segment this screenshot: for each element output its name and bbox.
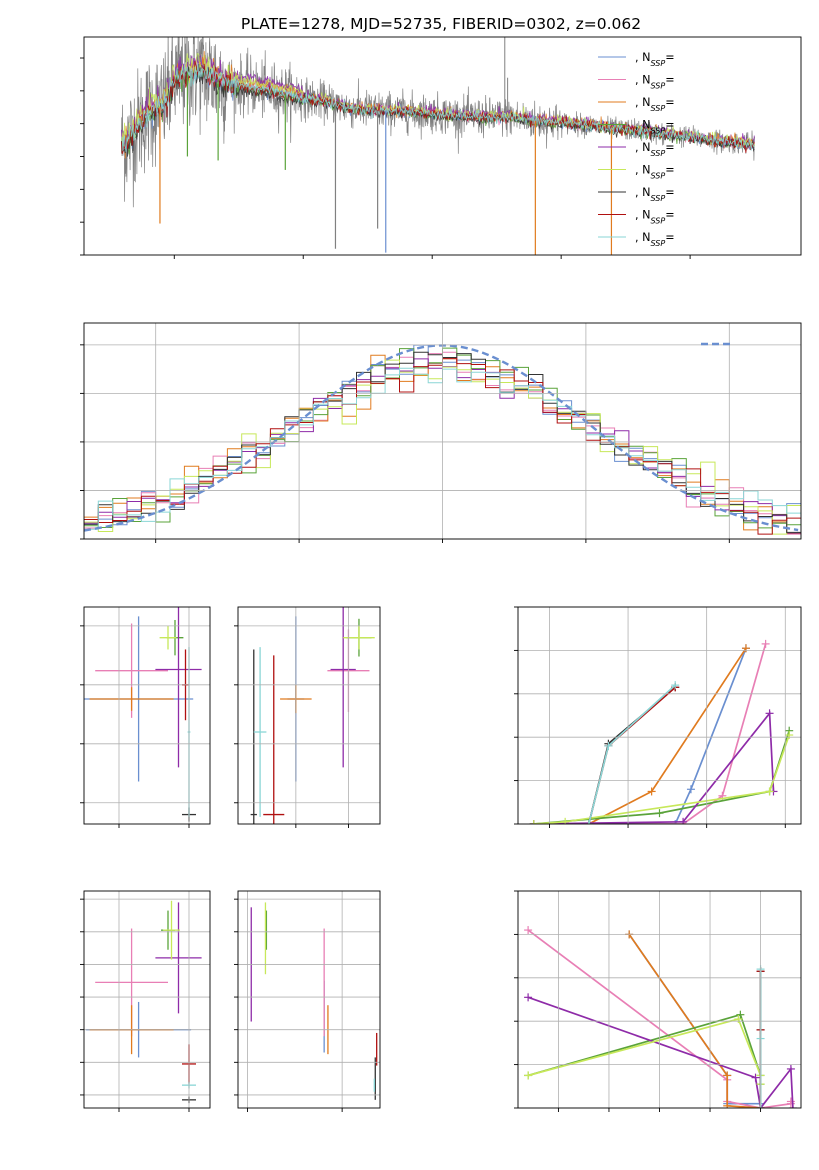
legend-sub: SSP [650, 239, 665, 248]
legend-sep: , N [635, 209, 650, 222]
spectrum-legend: , NSSP=, NSSP=, NSSP=, NSSP=, NSSP=, NSS… [598, 51, 675, 248]
axes-frame [237, 890, 381, 1109]
mass-weight-line [533, 647, 747, 824]
legend-eq: = [665, 96, 674, 109]
legend-sep: , N [635, 74, 650, 87]
legend-eq: = [665, 164, 674, 177]
legend-eq: = [665, 231, 674, 244]
legend-sub: SSP [650, 149, 665, 158]
legend-sub: SSP [650, 59, 665, 68]
mass-weight-line [533, 643, 767, 824]
legend-entry: , NSSP= [635, 74, 675, 91]
panel-mass-weight-vs-z [514, 890, 802, 1112]
mass-weight-line [533, 711, 775, 824]
panel-age-vs-z [80, 606, 211, 828]
legend-entry: , NSSP= [635, 119, 675, 136]
legend-eq: = [665, 51, 674, 64]
axes-frame [83, 606, 211, 825]
legend-sep: , N [635, 51, 650, 64]
panel-residual-histogram [80, 322, 802, 543]
legend-entry: , NSSP= [635, 209, 675, 226]
axes-frame [83, 890, 211, 1109]
legend-sub: SSP [650, 194, 665, 203]
legend-eq: = [665, 119, 674, 132]
legend-eq: = [665, 74, 674, 87]
panel-age-vs-mass [234, 606, 381, 828]
legend-entry: , NSSP= [635, 141, 675, 158]
panel-mass-vs-z [80, 890, 211, 1112]
axes-frame [83, 36, 802, 256]
axes-frame [517, 606, 802, 825]
legend-sep: , N [635, 96, 650, 109]
legend-sep: , N [635, 231, 650, 244]
plot-area-spectrum [121, 37, 755, 255]
legend-entry: , NSSP= [635, 231, 675, 248]
legend-sub: SSP [650, 104, 665, 113]
gaussian-reference-curve [84, 344, 799, 532]
legend-sub: SSP [650, 126, 665, 135]
legend-sub: SSP [650, 81, 665, 90]
legend-sep: , N [635, 164, 650, 177]
mass-weight-line [533, 647, 747, 824]
axes-frame [237, 606, 381, 825]
panel-mass-vs-ebv [234, 890, 381, 1112]
legend-sep: , N [635, 186, 650, 199]
legend-entry: , NSSP= [635, 164, 675, 181]
legend-sub: SSP [650, 216, 665, 225]
mass-weight-line [628, 933, 761, 1108]
legend-eq: = [665, 186, 674, 199]
legend-eq: = [665, 209, 674, 222]
legend-sep: , N [635, 141, 650, 154]
panel-spectrum: , NSSP=, NSSP=, NSSP=, NSSP=, NSSP=, NSS… [80, 36, 802, 259]
legend-sub: SSP [650, 171, 665, 180]
model-spectrum-line [121, 63, 755, 152]
legend-entry: , NSSP= [635, 51, 675, 68]
legend-eq: = [665, 141, 674, 154]
figure-title: PLATE=1278, MJD=52735, FIBERID=0302, z=0… [241, 15, 641, 33]
legend-entry: , NSSP= [635, 96, 675, 113]
legend-sep: , N [635, 119, 650, 132]
panel-mass-weight-vs-age [514, 606, 802, 828]
legend-entry: , NSSP= [635, 186, 675, 203]
mass-weight-line [527, 996, 794, 1108]
